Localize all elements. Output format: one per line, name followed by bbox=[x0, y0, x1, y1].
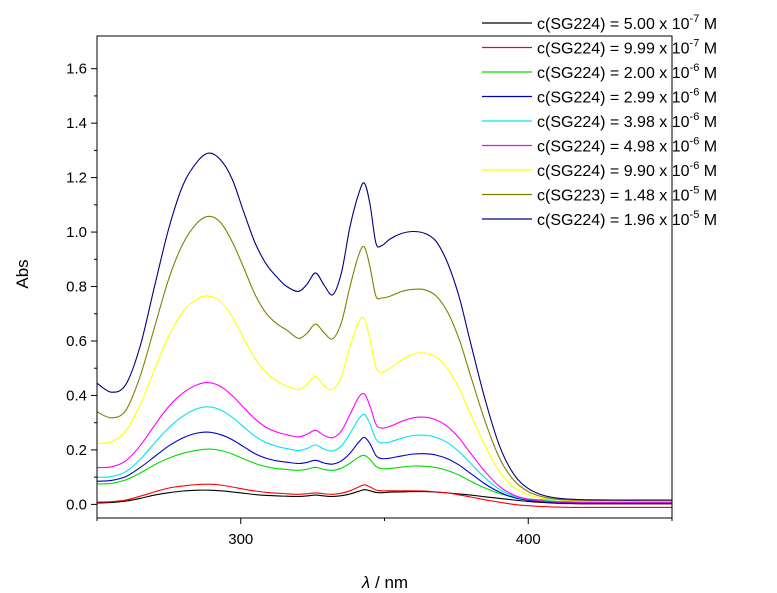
legend-entry-label: c(SG224) = 3.98 x 10 bbox=[537, 114, 690, 131]
legend-entry-unit: M bbox=[699, 90, 717, 107]
series-line-8 bbox=[96, 215, 672, 502]
legend-entry-unit: M bbox=[699, 114, 717, 131]
y-tick-label: 1.6 bbox=[66, 61, 87, 78]
y-tick-label: 1.4 bbox=[66, 115, 87, 132]
series-line-6 bbox=[96, 382, 672, 504]
y-tick-label: 1.2 bbox=[66, 170, 87, 187]
legend-entry-4: c(SG224) = 2.99 x 10-6 M bbox=[537, 87, 717, 107]
legend-entry-label: c(SG224) = 4.98 x 10 bbox=[537, 139, 690, 156]
legend-entry-unit: M bbox=[699, 188, 717, 205]
y-tick-label: 0.8 bbox=[66, 279, 87, 296]
legend-entry-label: c(SG224) = 5.00 x 10 bbox=[537, 16, 690, 33]
x-axis-label: λ / nm bbox=[361, 573, 408, 592]
legend-entry-unit: M bbox=[699, 139, 717, 156]
legend: c(SG224) = 5.00 x 10-7 Mc(SG224) = 9.99 … bbox=[482, 13, 717, 229]
series-line-5 bbox=[96, 406, 672, 503]
legend-entry-exponent: -7 bbox=[690, 13, 700, 25]
legend-entry-label: c(SG224) = 9.90 x 10 bbox=[537, 163, 690, 180]
legend-entry-2: c(SG224) = 9.99 x 10-7 M bbox=[537, 38, 717, 58]
series-line-2 bbox=[96, 483, 672, 508]
legend-entry-3: c(SG224) = 2.00 x 10-6 M bbox=[537, 62, 717, 82]
legend-entry-unit: M bbox=[699, 163, 717, 180]
legend-entry-8: c(SG223) = 1.48 x 10-5 M bbox=[537, 185, 717, 205]
series-line-9 bbox=[96, 152, 672, 501]
legend-entry-7: c(SG224) = 9.90 x 10-6 M bbox=[537, 160, 717, 180]
series-layer bbox=[96, 152, 672, 508]
legend-entry-label: c(SG224) = 9.99 x 10 bbox=[537, 41, 690, 58]
legend-entry-unit: M bbox=[699, 65, 717, 82]
legend-entry-1: c(SG224) = 5.00 x 10-7 M bbox=[537, 13, 717, 33]
y-tick-label: 0.2 bbox=[66, 442, 87, 459]
legend-entry-exponent: -6 bbox=[690, 111, 700, 123]
legend-entry-label: c(SG224) = 2.99 x 10 bbox=[537, 90, 690, 107]
legend-entry-5: c(SG224) = 3.98 x 10-6 M bbox=[537, 111, 717, 131]
legend-entry-exponent: -5 bbox=[690, 185, 700, 197]
legend-entry-exponent: -7 bbox=[690, 38, 700, 50]
ticks-layer: 0.0 0.2 0.4 0.6 0.8 1.0 1.2 1.4 1.6 300 400 bbox=[66, 61, 673, 548]
series-line-4 bbox=[96, 431, 672, 504]
y-tick-label: 1.0 bbox=[66, 224, 87, 241]
y-tick-label: 0.0 bbox=[66, 496, 87, 513]
legend-entry-exponent: -5 bbox=[690, 209, 700, 221]
series-line-7 bbox=[96, 295, 672, 502]
y-tick-label: 0.4 bbox=[66, 387, 87, 404]
legend-entry-exponent: -6 bbox=[690, 87, 700, 99]
legend-entry-exponent: -6 bbox=[690, 160, 700, 172]
series-line-1 bbox=[96, 489, 672, 505]
x-axis-label-symbol: λ bbox=[361, 573, 370, 592]
x-tick-label: 400 bbox=[516, 531, 541, 548]
legend-entry-9: c(SG224) = 1.96 x 10-5 M bbox=[537, 209, 717, 229]
legend-entry-label: c(SG224) = 1.96 x 10 bbox=[537, 212, 690, 229]
legend-entry-label: c(SG224) = 2.00 x 10 bbox=[537, 65, 690, 82]
legend-entry-unit: M bbox=[699, 41, 717, 58]
legend-entry-exponent: -6 bbox=[690, 62, 700, 74]
legend-entry-label: c(SG223) = 1.48 x 10 bbox=[537, 188, 690, 205]
legend-entry-6: c(SG224) = 4.98 x 10-6 M bbox=[537, 136, 717, 156]
legend-entry-unit: M bbox=[699, 212, 717, 229]
legend-entry-exponent: -6 bbox=[690, 136, 700, 148]
y-tick-label: 0.6 bbox=[66, 333, 87, 350]
y-axis-label: Abs bbox=[13, 259, 32, 288]
x-axis-label-unit: / nm bbox=[370, 573, 408, 592]
x-tick-label: 300 bbox=[228, 531, 253, 548]
plot-frame bbox=[96, 35, 673, 519]
legend-entry-unit: M bbox=[699, 16, 717, 33]
